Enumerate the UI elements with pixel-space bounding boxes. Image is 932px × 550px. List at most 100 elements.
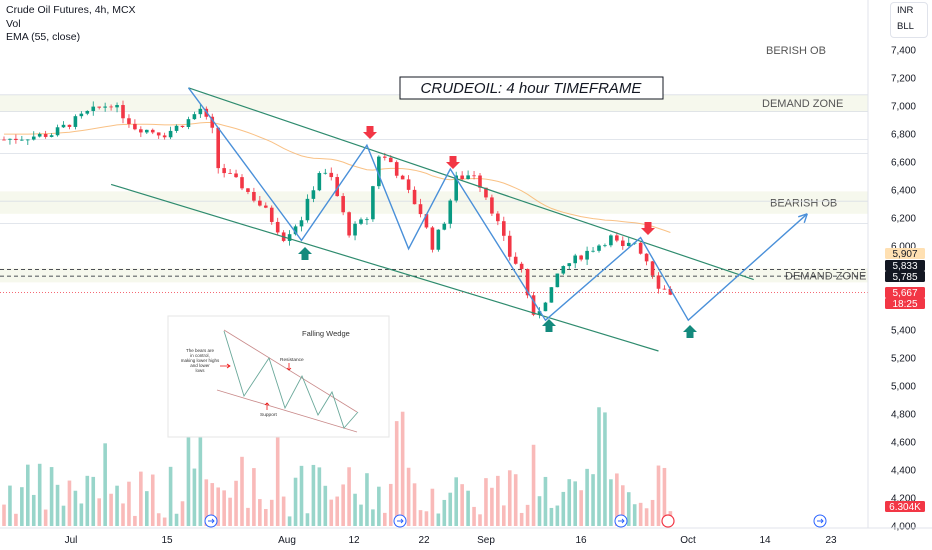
volume-bar xyxy=(335,496,339,526)
candle-body xyxy=(543,302,548,312)
candle-body xyxy=(531,295,536,315)
volume-bar xyxy=(311,464,316,526)
buy-arrow xyxy=(683,325,697,338)
volume-bar xyxy=(418,510,423,526)
lot-label[interactable]: BLL xyxy=(897,21,914,32)
x-tick-label: Sep xyxy=(477,535,495,546)
inset-resistance-arrow xyxy=(286,363,292,371)
candle-body xyxy=(436,229,441,250)
candle-body xyxy=(341,196,345,213)
volume-bar xyxy=(656,465,661,526)
candle-body xyxy=(383,156,387,158)
axis-price-label: 5,785 xyxy=(885,271,925,283)
currency-label[interactable]: INR xyxy=(897,5,914,16)
price-label-bg xyxy=(885,298,925,309)
price-label-text: 18:25 xyxy=(892,299,917,310)
candle-body xyxy=(466,175,470,180)
volume-bar xyxy=(579,490,583,526)
price-label-text: 6.304K xyxy=(889,502,921,513)
candle-body xyxy=(353,223,357,236)
candle-body xyxy=(43,133,48,137)
swing-path xyxy=(187,87,808,322)
candle-body xyxy=(579,255,583,260)
currency-box[interactable]: INR BLL xyxy=(890,2,928,38)
candle-body xyxy=(2,139,6,141)
volume-bar xyxy=(222,490,226,526)
candle-body xyxy=(394,162,399,176)
candle-body xyxy=(127,118,131,124)
volume-bar xyxy=(26,464,30,526)
candle-body xyxy=(323,172,328,174)
candle-body xyxy=(275,221,280,233)
zone-label: DEMAND ZONE xyxy=(762,98,843,110)
candle-body xyxy=(537,311,542,315)
price-label-bg xyxy=(885,287,925,298)
volume-bar xyxy=(150,474,155,526)
candle-body xyxy=(305,198,310,221)
candle-body xyxy=(430,227,435,250)
candle-body xyxy=(234,173,238,178)
inset-title: Falling Wedge xyxy=(302,329,350,338)
volume-bar xyxy=(275,427,280,526)
y-tick-label: 4,600 xyxy=(891,438,916,449)
symbol-label[interactable]: Crude Oil Futures, 4h, MCX xyxy=(6,4,136,16)
axis-price-label: 6.304K xyxy=(885,501,925,513)
volume-bar xyxy=(347,467,351,526)
candle-body xyxy=(85,110,90,114)
volume-bar xyxy=(228,497,232,526)
volume-bar xyxy=(14,513,18,526)
candle-body xyxy=(174,125,179,131)
y-tick-label: 7,400 xyxy=(891,46,916,57)
volume-bar xyxy=(210,483,215,526)
volume-bar xyxy=(400,411,405,526)
volume-bar xyxy=(168,466,173,526)
zone-label: DEMAND ZONE xyxy=(785,270,866,282)
volume-bar xyxy=(484,478,488,526)
target-arrowhead xyxy=(798,213,808,224)
y-tick-label: 6,400 xyxy=(891,186,916,197)
volume-bar xyxy=(644,508,649,526)
volume-bar xyxy=(127,481,131,526)
inset-support-line xyxy=(216,389,358,433)
x-tick-label: 12 xyxy=(348,535,360,546)
buy-arrow xyxy=(542,319,556,332)
volume-bar xyxy=(359,504,363,526)
axis-price-label: 5,907 xyxy=(885,248,925,260)
volume-bar xyxy=(281,496,286,526)
candle-body xyxy=(406,179,411,190)
x-tick-label: Jul xyxy=(65,535,78,546)
candle-body xyxy=(496,213,500,222)
inset-note-arrow xyxy=(220,363,231,369)
ema-indicator-label[interactable]: EMA (55, close) xyxy=(6,31,81,43)
volume-bar xyxy=(186,428,191,526)
candle-body xyxy=(412,189,417,205)
chart-title: CRUDEOIL: 4 hour TIMEFRAME xyxy=(421,80,643,97)
volume-bar xyxy=(37,463,42,526)
volume-bar xyxy=(49,467,54,526)
candle-body xyxy=(210,116,215,128)
candle-body xyxy=(162,135,167,138)
live-event-icon xyxy=(661,514,675,528)
inset-resistance-label: Resistance xyxy=(280,357,304,363)
volume-indicator-label[interactable]: Vol xyxy=(6,17,21,30)
inset-support-label: Support xyxy=(260,412,277,418)
event-marker-arrow xyxy=(618,518,625,524)
volume-bar xyxy=(252,468,256,526)
volume-bar xyxy=(525,504,530,526)
volume-bar xyxy=(216,487,220,526)
candle-body xyxy=(49,135,54,137)
sell-arrow xyxy=(641,222,655,235)
volume-bar xyxy=(448,492,453,526)
candle-body xyxy=(329,172,334,178)
candle-body xyxy=(573,255,577,264)
volume-bar xyxy=(442,499,447,526)
volume-bar xyxy=(513,474,518,526)
channel-upper-line xyxy=(188,87,754,281)
volume-bar xyxy=(2,504,6,526)
volume-bar xyxy=(478,514,482,526)
volume-bar xyxy=(156,513,161,526)
volume-bar xyxy=(615,473,619,526)
candle-body xyxy=(317,173,322,191)
x-tick-label: Oct xyxy=(680,535,696,546)
